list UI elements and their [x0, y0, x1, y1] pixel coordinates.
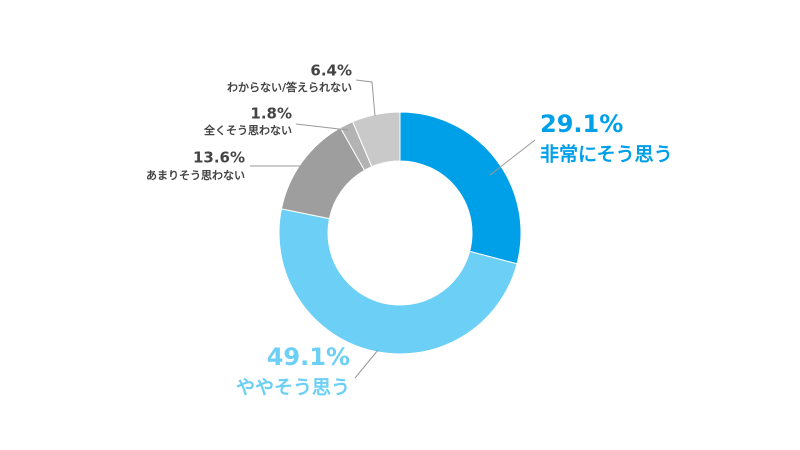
donut-slice	[351, 111, 401, 168]
value-label: 6.4%	[310, 62, 352, 80]
leader-line	[354, 349, 379, 379]
value-label: 49.1%	[267, 343, 350, 371]
category-label: 全くそう思わない	[203, 123, 292, 137]
category-label: ややそう思う	[236, 377, 350, 399]
donut-slice	[278, 208, 518, 355]
value-label: 1.8%	[250, 105, 292, 123]
leader-line	[355, 79, 376, 117]
leader-line	[295, 123, 349, 131]
category-label: わからない/答えられない	[227, 80, 352, 94]
category-label: 非常にそう思う	[540, 143, 673, 166]
value-label: 13.6%	[193, 149, 245, 167]
value-label: 29.1%	[540, 110, 623, 138]
leader-line	[489, 139, 536, 176]
category-label: あまりそう思わない	[146, 169, 245, 182]
donut-slice	[399, 111, 522, 265]
